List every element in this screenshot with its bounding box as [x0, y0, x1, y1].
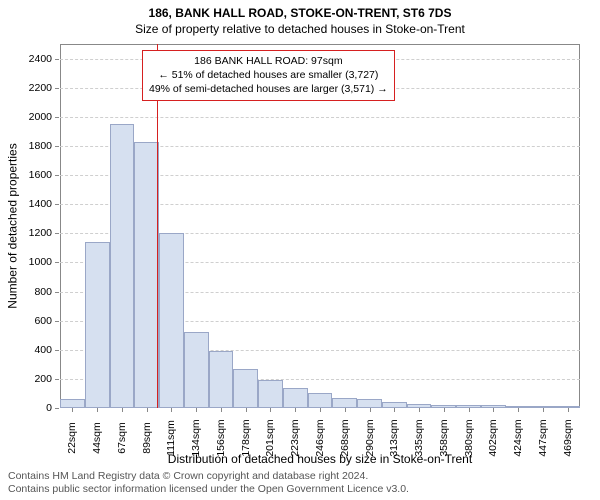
y-tick-label: 1200	[29, 227, 52, 239]
y-tick-label: 1400	[29, 198, 52, 210]
x-tick-mark	[97, 408, 98, 412]
x-tick-mark	[419, 408, 420, 412]
x-tick-label: 89sqm	[141, 422, 153, 454]
y-tick-mark	[55, 204, 59, 205]
x-tick-mark	[270, 408, 271, 412]
chart-container: { "title_line1": "186, BANK HALL ROAD, S…	[0, 0, 600, 500]
y-tick-mark	[55, 146, 59, 147]
y-tick-label: 2200	[29, 82, 52, 94]
y-tick-mark	[55, 233, 59, 234]
x-tick-mark	[370, 408, 371, 412]
x-tick-mark	[469, 408, 470, 412]
x-tick-mark	[171, 408, 172, 412]
info-line-larger: 49% of semi-detached houses are larger (…	[149, 82, 388, 96]
y-tick-label: 2400	[29, 53, 52, 65]
reference-info-box: 186 BANK HALL ROAD: 97sqm ← 51% of detac…	[142, 50, 395, 101]
y-tick-label: 1000	[29, 256, 52, 268]
x-tick-mark	[518, 408, 519, 412]
histogram-bar	[357, 399, 382, 408]
y-tick-mark	[55, 88, 59, 89]
histogram-bar	[308, 393, 333, 408]
x-tick-mark	[444, 408, 445, 412]
plot-area: 186 BANK HALL ROAD: 97sqm ← 51% of detac…	[60, 44, 580, 408]
y-tick-label: 2000	[29, 111, 52, 123]
histogram-bar	[184, 332, 209, 408]
x-tick-label: 111sqm	[165, 420, 177, 456]
y-tick-label: 400	[34, 344, 52, 356]
chart-subtitle: Size of property relative to detached ho…	[0, 20, 600, 36]
x-tick-mark	[221, 408, 222, 412]
y-tick-mark	[55, 292, 59, 293]
footer-line-2: Contains public sector information licen…	[8, 483, 409, 496]
x-tick-label: 22sqm	[66, 422, 78, 454]
y-axis-label: Number of detached properties	[6, 143, 20, 308]
x-axis-label: Distribution of detached houses by size …	[60, 452, 580, 466]
histogram-bar	[209, 351, 234, 408]
x-tick-mark	[122, 408, 123, 412]
histogram-bar	[159, 233, 184, 408]
y-tick-mark	[55, 379, 59, 380]
footer-attribution: Contains HM Land Registry data © Crown c…	[8, 470, 409, 496]
histogram-bar	[110, 124, 135, 408]
info-line-smaller: ← 51% of detached houses are smaller (3,…	[149, 68, 388, 82]
y-tick-label: 0	[46, 402, 52, 414]
y-tick-label: 600	[34, 315, 52, 327]
y-tick-label: 800	[34, 286, 52, 298]
info-line-property: 186 BANK HALL ROAD: 97sqm	[149, 54, 388, 68]
y-tick-mark	[55, 350, 59, 351]
histogram-bar	[134, 142, 159, 408]
x-tick-mark	[394, 408, 395, 412]
x-tick-mark	[568, 408, 569, 412]
x-tick-label: 44sqm	[91, 422, 103, 454]
histogram-bar	[60, 399, 85, 408]
histogram-bar	[258, 380, 283, 408]
x-tick-mark	[345, 408, 346, 412]
y-tick-label: 1600	[29, 169, 52, 181]
y-tick-mark	[55, 321, 59, 322]
x-tick-mark	[72, 408, 73, 412]
x-tick-mark	[320, 408, 321, 412]
x-tick-mark	[295, 408, 296, 412]
footer-line-1: Contains HM Land Registry data © Crown c…	[8, 470, 409, 483]
x-tick-mark	[147, 408, 148, 412]
x-tick-mark	[246, 408, 247, 412]
y-tick-mark	[55, 117, 59, 118]
y-axis-label-container: Number of detached properties	[6, 44, 20, 408]
histogram-bar	[85, 242, 110, 408]
x-tick-label: 67sqm	[116, 422, 128, 454]
y-tick-mark	[55, 59, 59, 60]
chart-title-address: 186, BANK HALL ROAD, STOKE-ON-TRENT, ST6…	[0, 0, 600, 20]
histogram-bar	[283, 388, 308, 408]
x-tick-mark	[543, 408, 544, 412]
y-tick-label: 200	[34, 373, 52, 385]
histogram-bar	[233, 369, 258, 408]
y-tick-mark	[55, 408, 59, 409]
x-tick-mark	[196, 408, 197, 412]
y-tick-label: 1800	[29, 140, 52, 152]
x-tick-mark	[493, 408, 494, 412]
y-tick-mark	[55, 175, 59, 176]
y-tick-mark	[55, 262, 59, 263]
grid-line	[60, 117, 580, 118]
histogram-bar	[332, 398, 357, 408]
